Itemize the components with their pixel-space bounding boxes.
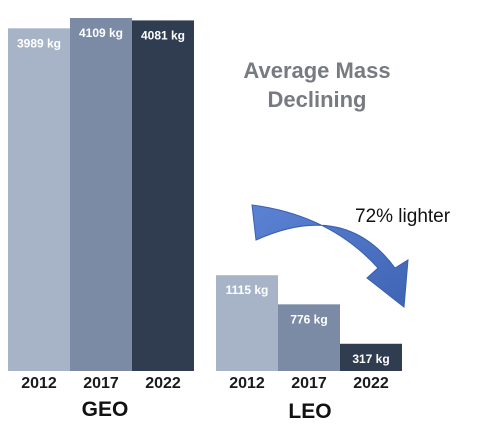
group-label-geo: GEO	[82, 398, 129, 421]
bar-leo-2012	[216, 275, 278, 371]
bar-geo-2017	[70, 18, 132, 371]
bars-layer: 3989 kg 2012 4109 kg 2017 4081 kg 2022 1115 kg…	[8, 18, 402, 392]
group-label-leo: LEO	[288, 400, 331, 423]
bar-geo-2022	[132, 20, 194, 371]
bar-leo-2022	[340, 343, 402, 371]
tick-label-geo-2017: 2017	[83, 375, 119, 392]
bar-value-label-leo-2022: 317 kg	[352, 352, 389, 366]
bar-value-label-leo-2017: 776 kg	[290, 312, 327, 326]
bar-geo-2012	[8, 28, 70, 371]
tick-label-leo-2022: 2022	[353, 375, 389, 392]
decline-arrow	[251, 204, 409, 308]
tick-label-leo-2012: 2012	[229, 375, 265, 392]
bar-value-label-geo-2022: 4081 kg	[141, 28, 185, 42]
reduction-annotation: 72% lighter	[355, 206, 451, 227]
tick-label-leo-2017: 2017	[291, 375, 327, 392]
chart-title-line-2: Declining	[267, 87, 366, 112]
bar-value-label-leo-2012: 1115 kg	[226, 283, 269, 297]
bar-leo-2017	[278, 304, 340, 371]
chart-title-line-1: Average Mass	[243, 58, 390, 83]
bar-value-label-geo-2017: 4109 kg	[79, 26, 123, 40]
bar-value-label-geo-2012: 3989 kg	[17, 36, 61, 50]
tick-label-geo-2012: 2012	[21, 375, 57, 392]
tick-label-geo-2022: 2022	[145, 375, 181, 392]
